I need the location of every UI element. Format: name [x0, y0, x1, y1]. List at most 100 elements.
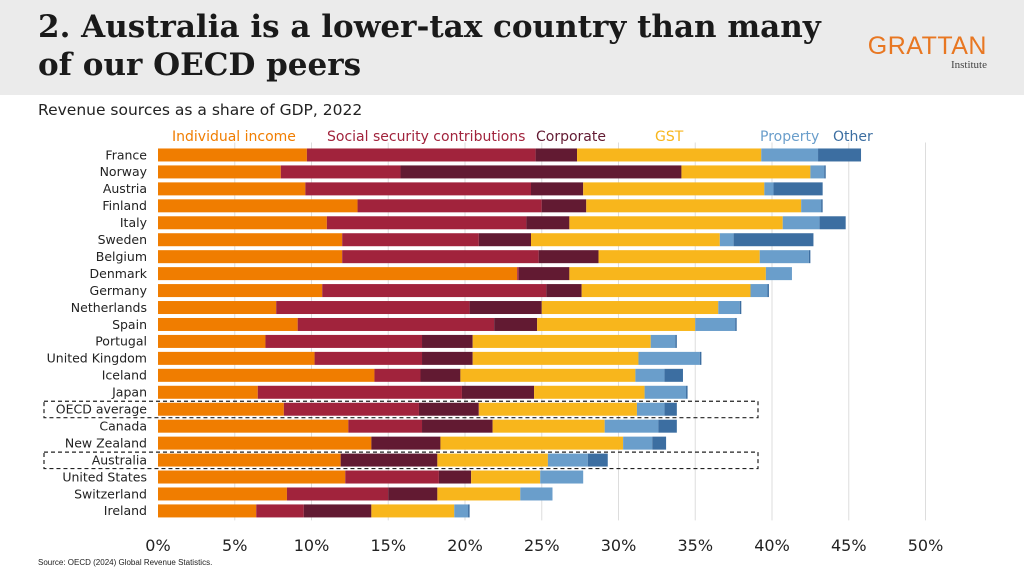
- bar-sweden-property: [719, 233, 734, 247]
- category-label-new-zealand: New Zealand: [65, 435, 147, 450]
- bar-sweden-individual-income: [158, 233, 343, 247]
- bar-spain-gst: [537, 317, 696, 331]
- category-label-austria: Austria: [103, 181, 147, 196]
- bar-norway-gst: [681, 165, 811, 179]
- category-label-japan: Japan: [111, 385, 147, 400]
- legend-social-security-contributions: Social security contributions: [327, 129, 525, 145]
- bar-germany-social-security-contributions: [322, 284, 547, 298]
- bar-germany-property: [750, 284, 768, 298]
- bar-netherlands-individual-income: [158, 301, 277, 315]
- bar-spain-individual-income: [158, 317, 298, 331]
- bar-sweden-gst: [531, 233, 720, 247]
- bar-oecd-average-gst: [478, 402, 637, 416]
- bar-canada-corporate: [422, 419, 493, 433]
- legend-individual-income: Individual income: [172, 129, 296, 145]
- bar-united-states-gst: [471, 470, 541, 484]
- chart-title: Revenue sources as a share of GDP, 2022: [38, 101, 363, 119]
- category-label-finland: Finland: [102, 198, 147, 213]
- category-label-belgium: Belgium: [96, 249, 147, 264]
- bar-germany-other: [767, 284, 769, 298]
- bar-australia-gst: [437, 453, 548, 467]
- bar-norway-other: [824, 165, 826, 179]
- bar-norway-corporate: [400, 165, 682, 179]
- category-label-switzerland: Switzerland: [74, 486, 147, 501]
- bar-oecd-average-property: [636, 402, 665, 416]
- bar-austria-other: [773, 182, 823, 196]
- bar-portugal-property: [650, 334, 676, 348]
- x-tick-label-25: 25%: [524, 536, 560, 555]
- bar-sweden-other: [733, 233, 814, 247]
- bar-spain-social-security-contributions: [297, 317, 495, 331]
- bar-spain-property: [695, 317, 736, 331]
- bar-netherlands-other: [739, 301, 742, 315]
- x-tick-label-50: 50%: [908, 536, 944, 555]
- category-label-united-kingdom: United Kingdom: [47, 351, 147, 366]
- bar-united-kingdom-other: [699, 351, 702, 365]
- bar-australia-other: [587, 453, 608, 467]
- bar-portugal-social-security-contributions: [265, 334, 423, 348]
- bar-australia-corporate: [340, 453, 438, 467]
- bar-italy-gst: [569, 216, 783, 230]
- bar-italy-corporate: [526, 216, 570, 230]
- category-label-portugal: Portugal: [95, 334, 147, 349]
- bar-japan-corporate: [461, 385, 535, 399]
- bar-france-gst: [577, 148, 762, 162]
- bar-united-kingdom-social-security-contributions: [314, 351, 423, 365]
- bar-ireland-gst: [371, 504, 455, 518]
- bar-finland-gst: [586, 199, 802, 213]
- bar-ireland-corporate: [303, 504, 372, 518]
- bar-portugal-corporate: [422, 334, 473, 348]
- bar-norway-individual-income: [158, 165, 281, 179]
- bar-ireland-property: [454, 504, 469, 518]
- bar-iceland-social-security-contributions: [374, 368, 421, 382]
- bar-belgium-social-security-contributions: [342, 250, 539, 264]
- legend-gst: GST: [655, 129, 684, 145]
- bar-canada-gst: [492, 419, 605, 433]
- bar-japan-social-security-contributions: [257, 385, 462, 399]
- bar-australia-individual-income: [158, 453, 341, 467]
- bar-united-states-social-security-contributions: [345, 470, 439, 484]
- bar-new-zealand-individual-income: [158, 436, 372, 450]
- bar-belgium-property: [759, 250, 809, 264]
- legend-property: Property: [760, 129, 819, 145]
- bar-denmark-social-security-contributions: [517, 267, 519, 281]
- x-tick-label-15: 15%: [370, 536, 406, 555]
- bar-italy-individual-income: [158, 216, 327, 230]
- x-tick-label-30: 30%: [601, 536, 637, 555]
- logo-wordmark: GRATTAN: [867, 32, 987, 60]
- x-tick-label-5: 5%: [222, 536, 247, 555]
- bar-japan-other: [686, 385, 688, 399]
- bar-ireland-other: [468, 504, 470, 518]
- bar-united-kingdom-individual-income: [158, 351, 315, 365]
- bar-united-states-corporate: [438, 470, 472, 484]
- category-label-france: France: [105, 147, 147, 162]
- bar-finland-individual-income: [158, 199, 358, 213]
- bar-austria-gst: [583, 182, 765, 196]
- bar-norway-property: [810, 165, 825, 179]
- bar-united-kingdom-corporate: [422, 351, 473, 365]
- category-label-iceland: Iceland: [102, 368, 147, 383]
- x-tick-label-20: 20%: [447, 536, 483, 555]
- bar-denmark-property: [765, 267, 792, 281]
- source-note: Source: OECD (2024) Global Revenue Stati…: [38, 558, 213, 567]
- bar-finland-property: [801, 199, 822, 213]
- x-tick-label-45: 45%: [831, 536, 867, 555]
- bar-iceland-other: [664, 368, 683, 382]
- bar-finland-other: [821, 199, 823, 213]
- highlight-box-oecd-average: [43, 400, 759, 419]
- category-label-ireland: Ireland: [104, 503, 147, 518]
- bar-italy-social-security-contributions: [326, 216, 527, 230]
- bar-germany-corporate: [546, 284, 582, 298]
- bar-belgium-corporate: [538, 250, 599, 264]
- bar-belgium-individual-income: [158, 250, 343, 264]
- bar-spain-corporate: [494, 317, 538, 331]
- bar-united-kingdom-property: [638, 351, 700, 365]
- x-tick-label-10: 10%: [294, 536, 330, 555]
- bar-new-zealand-corporate: [371, 436, 441, 450]
- legend-other: Other: [833, 129, 873, 145]
- bar-norway-social-security-contributions: [280, 165, 401, 179]
- bar-ireland-social-security-contributions: [256, 504, 304, 518]
- bar-germany-gst: [581, 284, 751, 298]
- grattan-logo: GRATTAN Institute: [862, 33, 987, 71]
